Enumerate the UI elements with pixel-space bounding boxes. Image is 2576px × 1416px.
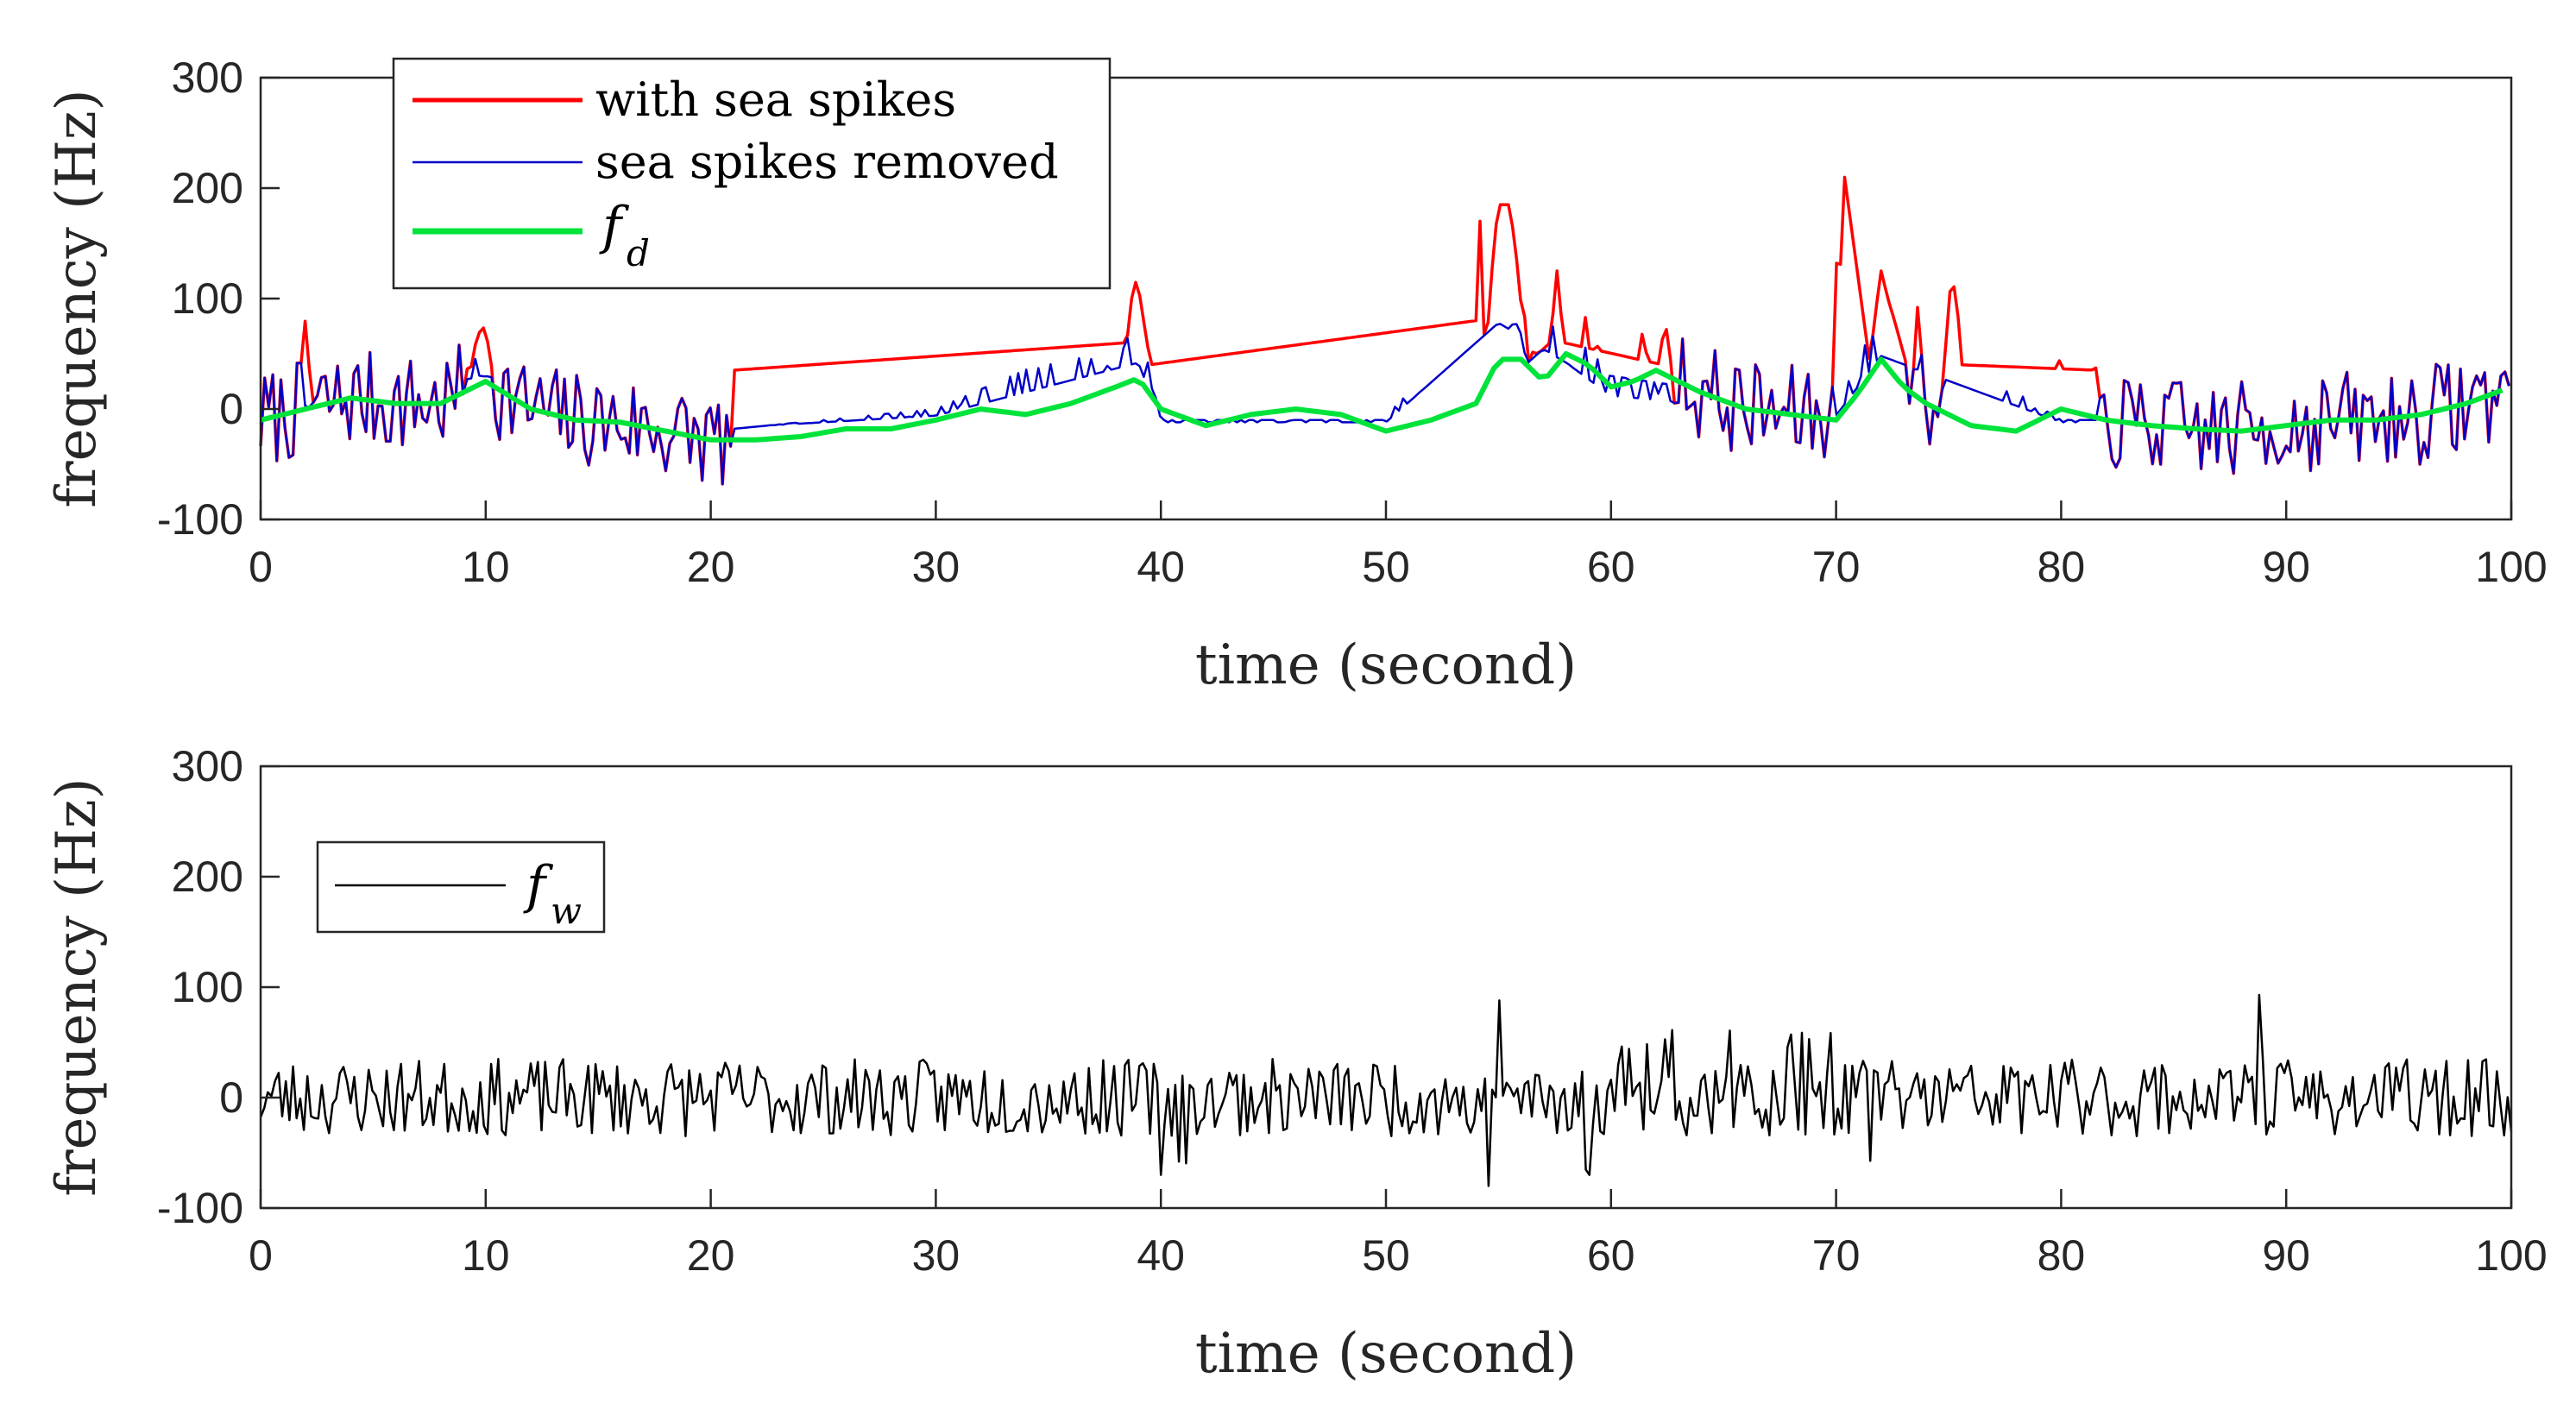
top-x-tick-label: 0 <box>249 543 273 591</box>
top-x-axis-title: time (second) <box>1195 633 1577 697</box>
bottom-x-tick-label: 30 <box>912 1231 960 1280</box>
bottom-x-tick-label: 60 <box>1587 1231 1635 1280</box>
bottom-x-tick-label: 70 <box>1812 1231 1861 1280</box>
bottom-x-axis-title: time (second) <box>1195 1322 1577 1386</box>
top-x-tick-label: 40 <box>1137 543 1185 591</box>
top-x-tick-label: 100 <box>2475 543 2547 591</box>
bottom-x-tick-label: 80 <box>2037 1231 2086 1280</box>
top-y-tick-label: 100 <box>172 274 243 323</box>
bottom-x-tick-label: 90 <box>2262 1231 2310 1280</box>
top-x-tick-label: 10 <box>462 543 510 591</box>
top-x-tick-label: 30 <box>912 543 960 591</box>
series-line-fd <box>260 351 2504 443</box>
top-legend: with sea spikes sea spikes removed f d <box>392 57 1112 290</box>
bottom-x-tick-label: 20 <box>687 1231 735 1280</box>
top-y-tick-label: 0 <box>219 385 243 433</box>
legend-label-fw-subscript: w <box>551 890 582 932</box>
bottom-y-tick-label: 0 <box>219 1073 243 1122</box>
series-line-sea-spikes-removed <box>259 323 2510 486</box>
top-x-tick-label: 70 <box>1812 543 1861 591</box>
top-x-tick-label: 20 <box>687 543 735 591</box>
bottom-y-tick-label: 300 <box>172 742 243 790</box>
bottom-x-tick-label: 40 <box>1137 1231 1185 1280</box>
top-y-tick-label: -100 <box>157 495 243 544</box>
top-y-tick-label: 200 <box>172 164 243 212</box>
bottom-legend: f w <box>316 840 606 934</box>
top-y-tick-label: 300 <box>172 53 243 102</box>
bottom-x-tick-label: 50 <box>1362 1231 1410 1280</box>
bottom-y-tick-label: 200 <box>172 853 243 901</box>
top-x-tick-label: 60 <box>1587 543 1635 591</box>
top-plot-series <box>259 175 2511 486</box>
bottom-y-axis-title: frequency (Hz) <box>45 777 109 1196</box>
top-x-tick-label: 50 <box>1362 543 1410 591</box>
legend-label-sea-spikes-removed: sea spikes removed <box>595 135 1059 189</box>
bottom-x-tick-label: 10 <box>462 1231 510 1280</box>
top-x-tick-label: 90 <box>2262 543 2310 591</box>
top-x-tick-label: 80 <box>2037 543 2086 591</box>
legend-label-fd-subscript: d <box>627 232 650 274</box>
top-y-axis-title: frequency (Hz) <box>45 89 109 507</box>
legend-label-with-sea-spikes: with sea spikes <box>595 72 956 127</box>
bottom-plot-series <box>259 993 2513 1187</box>
bottom-x-tick-label: 100 <box>2475 1231 2547 1280</box>
bottom-y-tick-label: -100 <box>157 1184 243 1232</box>
bottom-y-tick-label: 100 <box>172 963 243 1011</box>
series-line-fw <box>259 993 2513 1187</box>
top-legend-box <box>392 57 1112 290</box>
bottom-legend-box <box>316 840 606 934</box>
bottom-plot-frame <box>259 765 2513 1210</box>
bottom-x-tick-label: 0 <box>249 1231 273 1280</box>
